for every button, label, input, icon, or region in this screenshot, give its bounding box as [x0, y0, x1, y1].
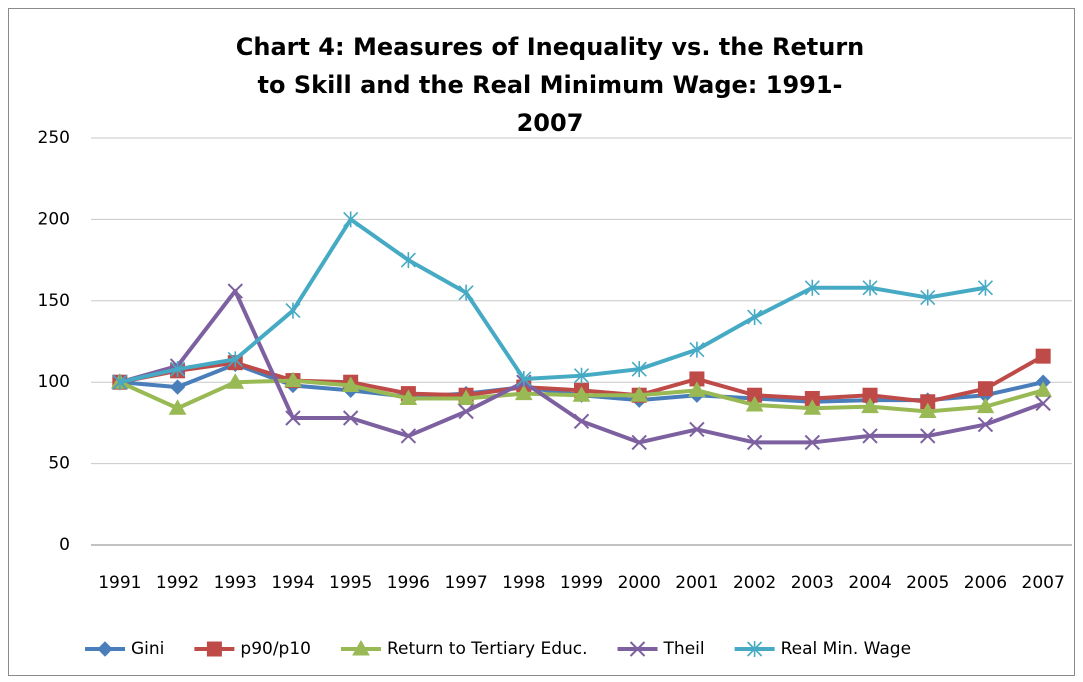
y-tick-label: 100 — [38, 372, 70, 392]
legend-label: Real Min. Wage — [781, 639, 911, 659]
series-line — [119, 289, 1044, 445]
legend-label: p90/p10 — [240, 639, 311, 659]
marker — [285, 302, 301, 319]
marker — [862, 279, 878, 296]
marker — [572, 386, 591, 402]
marker — [341, 376, 360, 392]
x-tick-label: 2005 — [906, 573, 949, 593]
marker — [227, 351, 243, 368]
y-tick-label: 0 — [59, 535, 70, 555]
marker — [977, 416, 994, 433]
marker — [746, 434, 763, 451]
marker — [168, 399, 187, 415]
marker — [206, 641, 222, 657]
marker — [514, 384, 533, 401]
x-tick-label: 1992 — [156, 573, 199, 593]
marker — [458, 284, 474, 301]
marker — [1034, 381, 1053, 397]
marker — [976, 397, 995, 414]
marker — [920, 289, 936, 306]
marker — [977, 381, 993, 397]
marker — [631, 434, 647, 451]
marker — [862, 428, 878, 444]
x-tick-label: 2004 — [848, 573, 891, 593]
marker — [284, 371, 302, 388]
marker — [285, 410, 301, 426]
y-tick-label: 200 — [38, 209, 70, 229]
marker — [169, 361, 186, 378]
y-tick-label: 50 — [48, 454, 70, 474]
marker — [226, 373, 245, 389]
x-tick-label: 2003 — [791, 573, 834, 593]
marker — [745, 395, 764, 412]
x-tick-label: 1995 — [329, 573, 372, 593]
marker — [97, 641, 113, 657]
marker — [747, 309, 763, 326]
x-tick-label: 1996 — [387, 573, 430, 593]
marker — [112, 374, 128, 391]
marker — [804, 434, 821, 451]
marker — [399, 389, 418, 405]
marker — [920, 428, 936, 444]
marker — [747, 641, 763, 657]
x-tick-label: 1999 — [560, 573, 603, 593]
series-line — [119, 217, 986, 385]
x-tick-label: 1991 — [98, 573, 141, 593]
x-tick-label: 1994 — [271, 573, 314, 593]
x-tick-label: 1997 — [444, 573, 487, 593]
marker — [803, 399, 822, 415]
marker — [918, 402, 937, 419]
marker — [400, 428, 417, 444]
marker — [688, 381, 706, 397]
marker — [573, 413, 590, 429]
marker — [516, 370, 532, 387]
marker — [352, 639, 370, 656]
marker — [804, 279, 820, 296]
x-tick-label: 2002 — [733, 573, 776, 593]
marker — [342, 410, 359, 426]
marker — [458, 403, 474, 420]
marker — [977, 279, 994, 296]
marker — [689, 341, 705, 358]
x-tick-label: 1993 — [214, 573, 257, 593]
marker — [400, 252, 416, 269]
legend-label: Theil — [663, 639, 705, 659]
y-tick-label: 250 — [38, 128, 70, 148]
marker — [169, 379, 186, 395]
marker — [631, 361, 647, 378]
x-tick-label: 1998 — [502, 573, 545, 593]
marker — [861, 397, 879, 414]
marker — [1035, 395, 1051, 412]
marker — [629, 641, 646, 657]
x-tick-label: 2007 — [1022, 573, 1065, 593]
marker — [1035, 348, 1051, 364]
marker — [630, 386, 649, 402]
marker — [689, 421, 705, 438]
chart-frame — [8, 8, 1075, 676]
legend-label: Return to Tertiary Educ. — [387, 639, 588, 659]
x-tick-label: 2001 — [675, 573, 718, 593]
marker — [573, 367, 590, 384]
marker — [227, 283, 243, 299]
y-tick-label: 150 — [38, 291, 70, 311]
x-tick-label: 2000 — [618, 573, 661, 593]
chart-title: Chart 4: Measures of Inequality vs. the … — [235, 33, 865, 137]
legend-label: Gini — [131, 639, 164, 659]
marker — [343, 211, 359, 228]
marker — [457, 389, 475, 405]
x-tick-label: 2006 — [964, 573, 1007, 593]
